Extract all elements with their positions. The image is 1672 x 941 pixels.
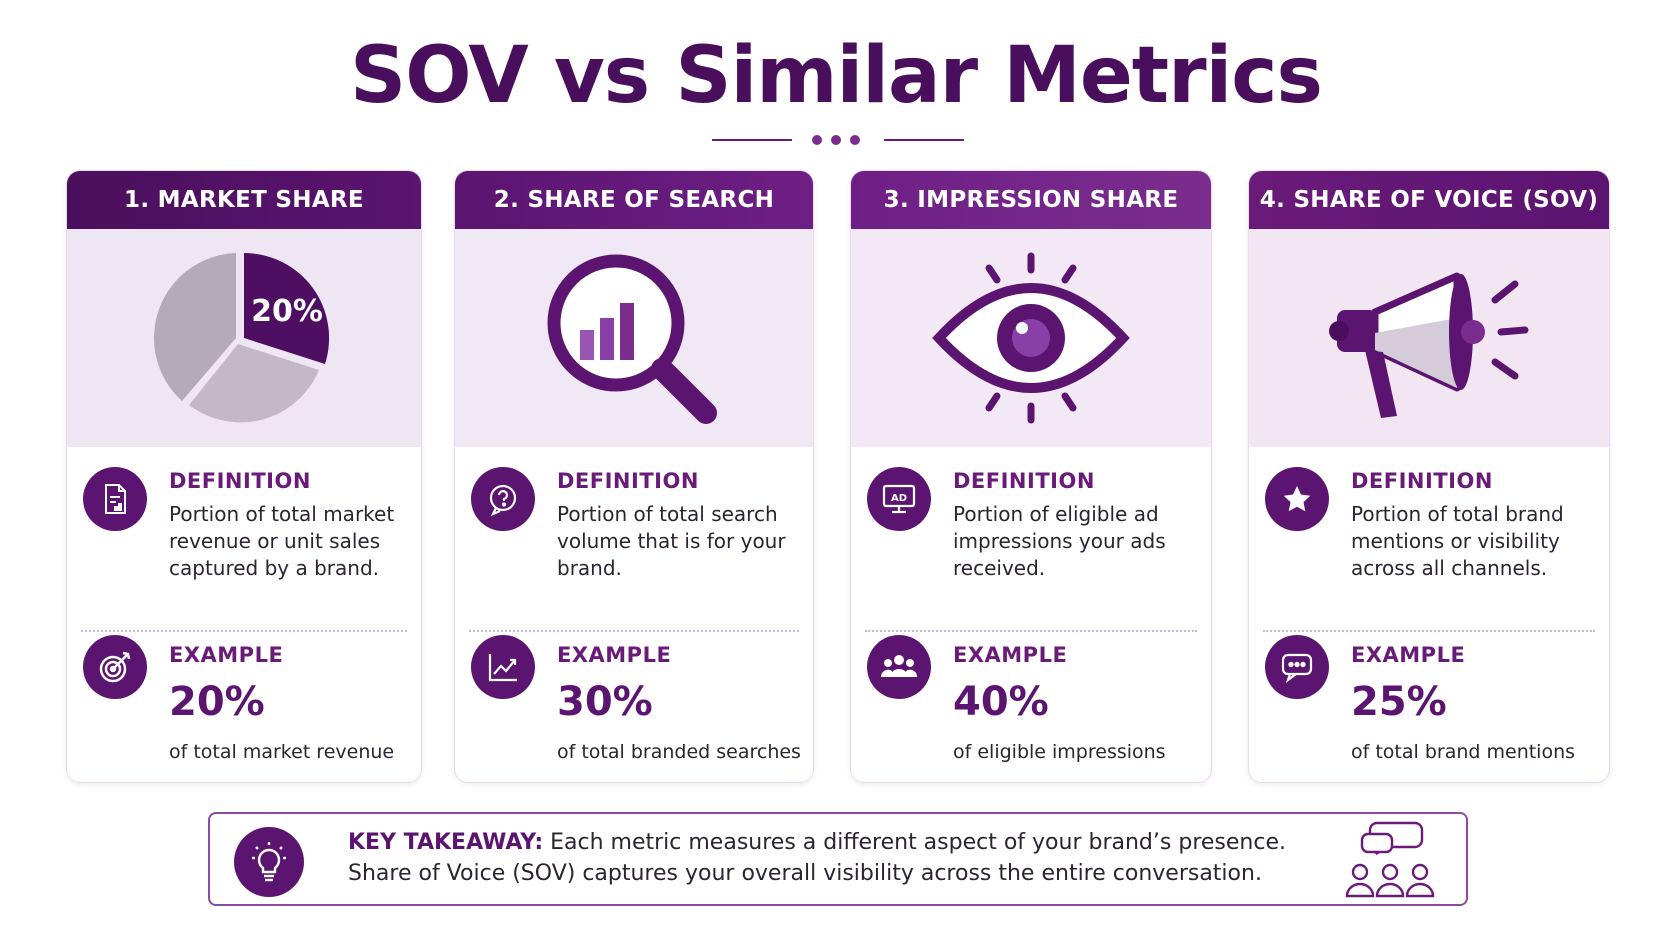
question-bubble-icon: [471, 467, 535, 531]
example-text: of total brand mentions: [1351, 741, 1576, 763]
example-label: EXAMPLE: [557, 643, 672, 667]
example-label: EXAMPLE: [169, 643, 284, 667]
page-title: SOV vs Similar Metrics: [350, 31, 1323, 121]
example-label: EXAMPLE: [1351, 643, 1466, 667]
example-value: 25%: [1351, 679, 1447, 725]
definition-text: Portion of total market revenue or unit …: [169, 502, 395, 580]
svg-text:AD: AD: [891, 493, 907, 504]
example-value: 30%: [557, 679, 653, 725]
takeaway-text-1: Each metric measures a different aspect …: [550, 830, 1286, 855]
example-label: EXAMPLE: [953, 643, 1068, 667]
title-divider: [0, 130, 1672, 150]
card-market-share: 1. MARKET SHARE 20% DEFINITION Portion o…: [66, 170, 422, 783]
key-takeaway-box: KEY TAKEAWAY: Each metric measures a dif…: [208, 812, 1468, 906]
card-share-of-voice: 4. SHARE OF VOICE (SOV) DEFINITION: [1248, 170, 1610, 783]
dotted-separator: [1263, 630, 1595, 632]
people-conversation-icon: [1345, 821, 1435, 898]
star-icon: [1265, 467, 1329, 531]
example-text: of total branded searches: [557, 741, 801, 763]
chat-bubble-icon: [1265, 635, 1329, 699]
card-header: 3. IMPRESSION SHARE: [851, 171, 1211, 229]
takeaway-label: KEY TAKEAWAY:: [348, 830, 544, 855]
target-icon: [83, 635, 147, 699]
lightbulb-icon: [234, 827, 304, 897]
card-visual: [851, 229, 1211, 447]
takeaway-text-2: Share of Voice (SOV) captures your overa…: [348, 861, 1262, 886]
example-value: 20%: [169, 679, 265, 725]
example-text: of total market revenue: [169, 741, 395, 763]
card-share-of-search: 2. SHARE OF SEARCH DEFINITION Portion of…: [454, 170, 814, 783]
magnifier-bars-icon: [547, 254, 717, 424]
pie-label: 20%: [251, 294, 323, 329]
definition-label: DEFINITION: [557, 469, 699, 493]
definition-label: DEFINITION: [953, 469, 1095, 493]
takeaway-line-1: KEY TAKEAWAY: Each metric measures a dif…: [348, 830, 1286, 855]
eye-icon: [932, 252, 1130, 424]
example-value: 40%: [953, 679, 1049, 725]
example-text: of eligible impressions: [953, 741, 1166, 763]
card-visual: [1249, 229, 1609, 447]
trend-chart-icon: [471, 635, 535, 699]
card-header: 1. MARKET SHARE: [67, 171, 421, 229]
pie-chart-icon: 20%: [154, 252, 330, 423]
definition-text: Portion of total brand mentions or visib…: [1351, 502, 1564, 580]
document-chart-icon: [83, 467, 147, 531]
card-header: 2. SHARE OF SEARCH: [455, 171, 813, 229]
group-icon: [867, 635, 931, 699]
definition-text: Portion of eligible ad impressions your …: [953, 502, 1166, 580]
megaphone-icon: [1329, 272, 1529, 418]
definition-label: DEFINITION: [169, 469, 311, 493]
card-visual: 20%: [67, 229, 421, 447]
dotted-separator: [81, 630, 407, 632]
dotted-separator: [469, 630, 799, 632]
definition-text: Portion of total search volume that is f…: [557, 502, 786, 580]
card-header: 4. SHARE OF VOICE (SOV): [1249, 171, 1609, 229]
card-impression-share: 3. IMPRESSION SHARE AD: [850, 170, 1212, 783]
ad-monitor-icon: AD: [867, 467, 931, 531]
card-visual: [455, 229, 813, 447]
dotted-separator: [865, 630, 1197, 632]
definition-label: DEFINITION: [1351, 469, 1493, 493]
